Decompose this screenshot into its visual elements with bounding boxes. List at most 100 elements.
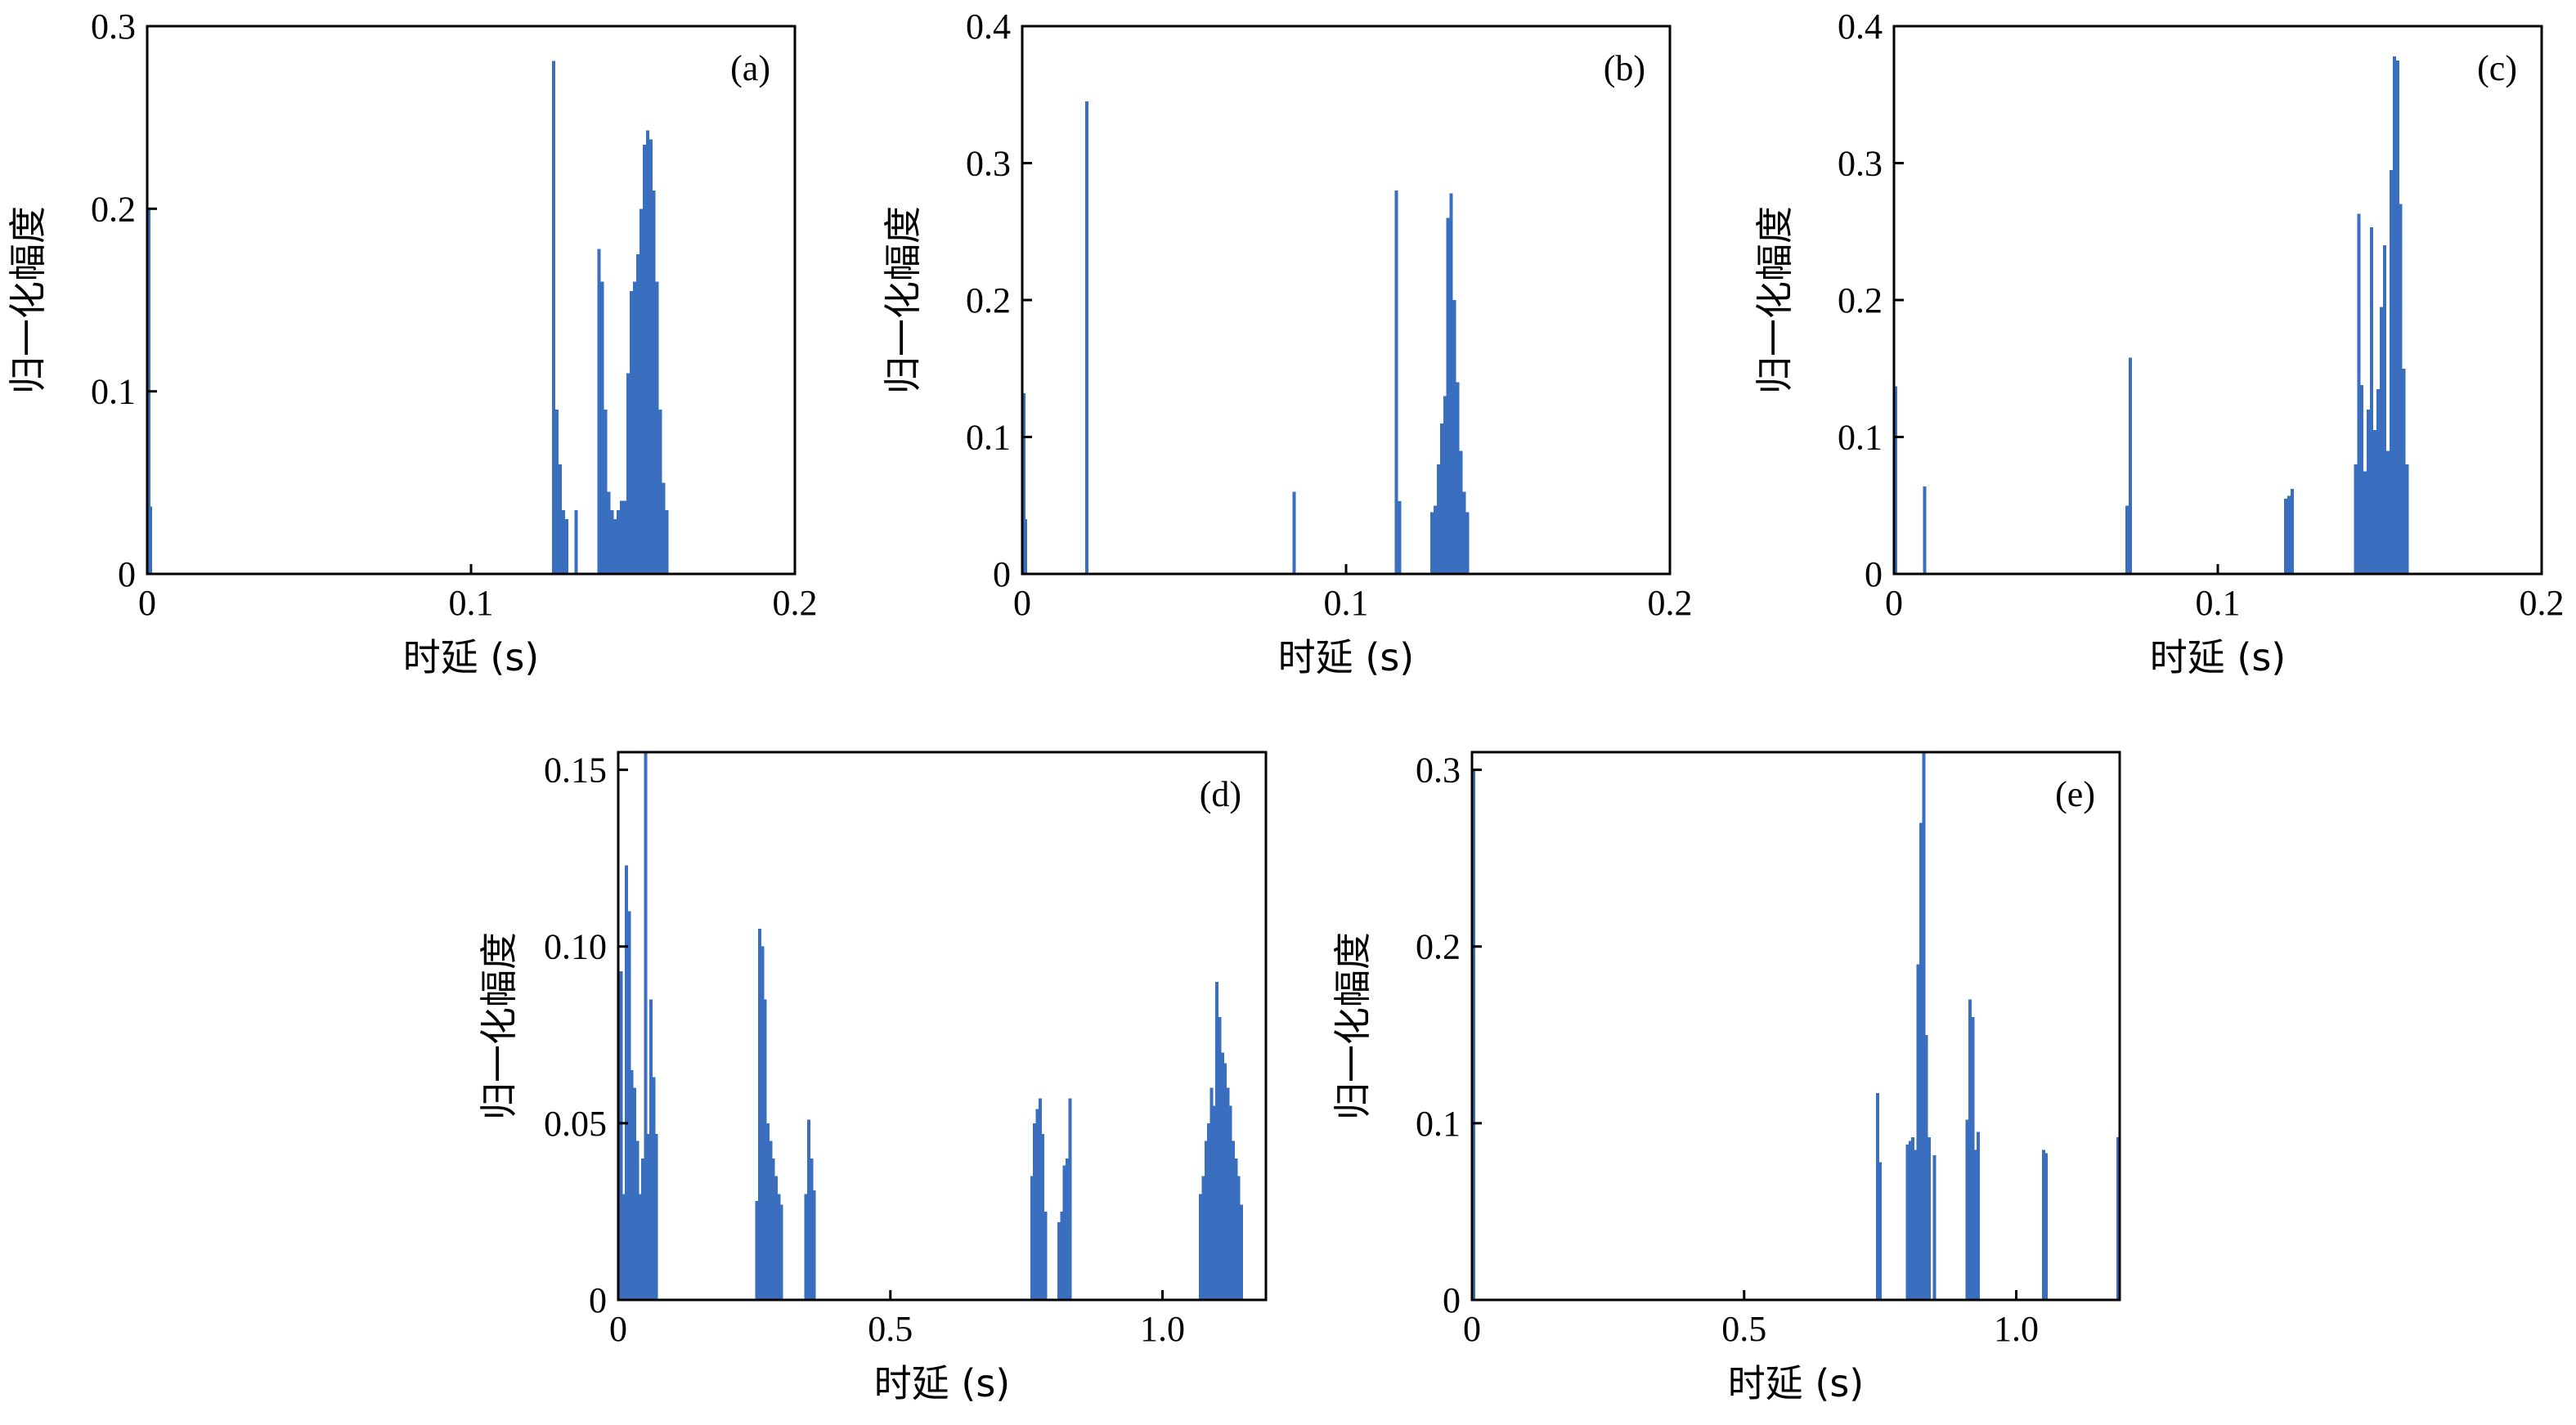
bar [2284, 498, 2288, 574]
chart-panel-5: 0 0.5 1.0 0 0.1 0.2 0.3 时延 (s) 归一化幅度 (e) [1331, 751, 2121, 1405]
bar [2291, 489, 2295, 574]
y-tick-label: 0.1 [966, 418, 1011, 458]
chart-panel-4: 0 0.5 1.0 0 0.05 0.10 0.15 时延 (s) 归一化幅度 (d) [477, 751, 1268, 1405]
y-tick-label: 0.4 [1838, 7, 1883, 47]
bar [2354, 464, 2358, 574]
bar [597, 249, 601, 574]
y-tick-label: 0.2 [91, 189, 136, 229]
bar [779, 1204, 783, 1300]
bar [1030, 1176, 1034, 1300]
bar [1922, 752, 1926, 1300]
y-tick-label: 0 [589, 1280, 607, 1320]
y-tick-label: 0 [1443, 1280, 1461, 1320]
bar [1446, 217, 1450, 574]
bar [662, 482, 666, 574]
bar [2399, 204, 2403, 574]
y-axis-label: 归一化幅度 [1331, 932, 1375, 1120]
bar [1199, 1194, 1203, 1300]
bar [1472, 769, 1475, 1300]
bar [1062, 1165, 1066, 1300]
bar [1226, 1087, 1230, 1300]
bar [652, 190, 656, 574]
y-tick-label: 0.05 [544, 1104, 607, 1144]
bar [1236, 1176, 1241, 1300]
bar [627, 911, 631, 1300]
bar [574, 509, 578, 574]
y-tick-label: 0.4 [966, 7, 1011, 47]
x-tick-label: 0 [1885, 583, 1903, 623]
bar [1443, 396, 1447, 575]
bar [1914, 1149, 1918, 1300]
bar [769, 1140, 773, 1300]
y-tick-label: 0.15 [544, 751, 607, 791]
bar [1209, 1087, 1214, 1300]
x-axis-label: 时延 (s) [1278, 635, 1414, 679]
panel-label: (a) [730, 48, 770, 88]
y-tick-label: 0.3 [966, 144, 1011, 184]
bar [642, 145, 646, 574]
bar [1215, 982, 1219, 1300]
bar [804, 1194, 808, 1300]
bar [1916, 964, 1920, 1300]
bar [600, 281, 604, 574]
bar [2389, 169, 2393, 574]
x-tick-label: 0.2 [773, 583, 818, 623]
bar [1875, 1093, 1879, 1300]
x-tick-label: 0 [1013, 583, 1031, 623]
bar [658, 410, 662, 574]
bar [633, 1087, 636, 1300]
bar [777, 1194, 781, 1300]
bar [652, 1077, 656, 1300]
x-axis-label: 时延 (s) [874, 1361, 1010, 1405]
bar [2376, 388, 2380, 574]
bar [2287, 495, 2291, 574]
bar [1449, 193, 1453, 575]
y-tick-label: 0.10 [544, 927, 607, 967]
bar [617, 509, 621, 574]
bar [149, 506, 152, 574]
bar [774, 1176, 778, 1300]
bar [646, 1133, 650, 1300]
y-tick-label: 0.1 [91, 372, 136, 412]
panel-label: (c) [2477, 48, 2517, 88]
bar [755, 1201, 759, 1300]
bar [1465, 512, 1470, 574]
bar [1207, 1123, 1211, 1300]
bar [1462, 491, 1466, 574]
bar [648, 139, 653, 574]
y-tick-label: 0.1 [1416, 1104, 1461, 1144]
bar [640, 1158, 644, 1300]
bar [2385, 450, 2390, 575]
x-axis-label: 时延 (s) [403, 635, 539, 679]
plot-frame [1021, 25, 1672, 576]
bar [626, 373, 631, 574]
bar [1905, 1144, 1910, 1300]
bar [1459, 450, 1463, 575]
bar [1911, 1137, 1915, 1300]
bar [648, 999, 653, 1300]
bar [635, 1140, 640, 1300]
bar [2360, 384, 2364, 574]
y-axis-label: 归一化幅度 [477, 932, 521, 1120]
bar [1240, 1204, 1244, 1300]
bar [1394, 190, 1398, 574]
bar [561, 509, 565, 574]
bar [2129, 357, 2133, 574]
bar [1068, 1098, 1072, 1300]
bar [1220, 1052, 1224, 1300]
y-tick-label: 0.3 [91, 7, 136, 47]
x-axis-label: 时延 (s) [2150, 635, 2286, 679]
bar [622, 1194, 626, 1300]
bar [2363, 471, 2367, 574]
x-tick-label: 0.2 [1648, 583, 1693, 623]
bar [610, 509, 614, 574]
bar [665, 509, 669, 574]
bar [2370, 227, 2374, 574]
bar [1908, 1140, 1912, 1300]
bar [1292, 491, 1296, 574]
bar [1024, 519, 1027, 574]
bar [2380, 307, 2383, 574]
bar [619, 971, 623, 1300]
x-tick-label: 0.2 [2520, 583, 2565, 623]
